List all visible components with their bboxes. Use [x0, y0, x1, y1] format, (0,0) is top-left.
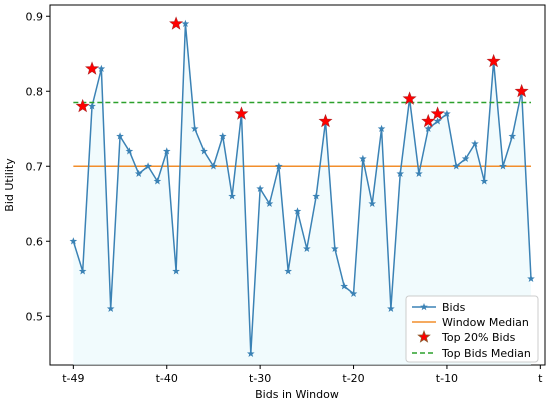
y-tick-label: 0.7 [26, 160, 44, 173]
top-bid-point [402, 91, 417, 105]
bid-point [284, 267, 292, 275]
top-bid-point [514, 83, 529, 98]
bid-point [162, 147, 171, 155]
bid-point [480, 177, 489, 185]
bid-point [116, 132, 124, 140]
legend-top-median-label: Top Bids Median [441, 347, 531, 360]
legend-bids-marker [420, 303, 428, 311]
bid-point [452, 162, 461, 170]
y-axis-label: Bid Utility [3, 158, 16, 212]
x-tick-label: t-30 [249, 372, 271, 385]
top-bid-point [169, 16, 184, 30]
legend-top-bids-label: Top 20% Bids [441, 331, 516, 344]
series-layer [69, 16, 535, 365]
legend-box [405, 295, 539, 363]
x-axis-ticks: t-49 t-40 t-30 t-20 t-10 t [62, 365, 543, 385]
bid-point [508, 132, 517, 140]
y-tick-label: 0.9 [26, 10, 44, 23]
bid-point [349, 289, 358, 297]
bid-point [209, 162, 218, 170]
legend: Bids Window Median Top 20% Bids Top Bids… [405, 295, 539, 363]
bid-point [181, 19, 190, 27]
bid-point [256, 184, 264, 192]
top-bid-point [421, 113, 436, 128]
bid-point [78, 267, 87, 275]
bid-point [218, 132, 227, 140]
bid-point [172, 267, 180, 275]
bid-point [247, 349, 255, 357]
bid-point [106, 304, 115, 312]
bid-point [69, 237, 78, 245]
bid-point [387, 304, 395, 312]
bid-point [293, 207, 302, 215]
bid-point [190, 124, 199, 132]
bid-point [228, 192, 236, 200]
bid-point [340, 282, 348, 290]
x-tick-label: t-40 [156, 372, 178, 385]
x-axis-label: Bids in Window [255, 388, 339, 401]
bid-point [499, 162, 507, 170]
top-bid-point [75, 98, 90, 113]
bid-point [88, 102, 96, 110]
x-tick-label: t-10 [436, 372, 458, 385]
top-bid-point [234, 106, 249, 120]
legend-window-median-label: Window Median [442, 316, 529, 329]
bid-point [303, 244, 311, 252]
bid-point [359, 154, 367, 162]
bid-point [443, 109, 451, 117]
bid-point [312, 192, 320, 200]
bid-point [153, 177, 162, 185]
bid-point [368, 199, 377, 207]
bid-point [424, 124, 433, 132]
bid-point [396, 169, 405, 177]
bid-point [125, 147, 134, 155]
top-bid-point [85, 61, 100, 75]
bid-point [144, 162, 152, 170]
bid-point [433, 117, 442, 125]
x-tick-label: t-49 [62, 372, 84, 385]
bid-point [265, 199, 274, 207]
y-axis-ticks: 0.5 0.6 0.7 0.8 0.9 [26, 10, 50, 323]
x-tick-label: t-20 [342, 372, 364, 385]
top-bid-point [486, 53, 501, 68]
bids-area-fill [73, 23, 531, 365]
bid-point [461, 154, 470, 162]
top-bid-point [430, 106, 445, 120]
bid-point [377, 124, 386, 132]
y-tick-label: 0.5 [26, 310, 44, 323]
x-tick-label: t [538, 372, 543, 385]
top-bid-point [318, 113, 333, 128]
legend-bids-label: Bids [442, 301, 466, 314]
bid-point [415, 169, 423, 177]
y-tick-label: 0.6 [26, 235, 44, 248]
bid-point [200, 147, 208, 155]
bid-point [331, 244, 339, 252]
bid-point [134, 169, 143, 177]
bid-point [275, 162, 283, 170]
legend-top-bids-marker [417, 329, 431, 343]
y-tick-label: 0.8 [26, 85, 44, 98]
bid-point [527, 274, 535, 282]
bid-point [97, 64, 106, 72]
bid-point [471, 139, 479, 147]
